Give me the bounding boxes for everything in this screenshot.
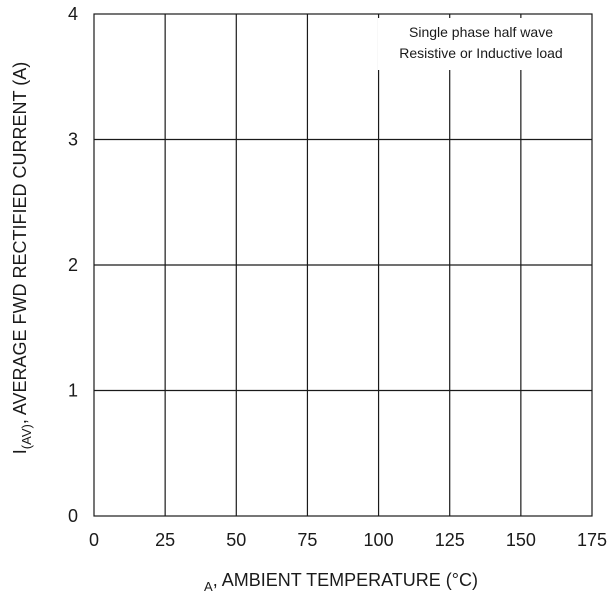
x-tick-label: 0 [89, 530, 99, 550]
y-axis-label-subscript: (AV) [19, 424, 34, 449]
y-axis-label-prefix: I [10, 449, 30, 454]
plot-frame [93, 13, 593, 517]
x-tick-label: 25 [155, 530, 175, 550]
y-tick-label: 1 [68, 381, 78, 401]
y-tick-label: 3 [68, 130, 78, 150]
annotation-line-2: Resistive or Inductive load [399, 45, 562, 61]
y-tick-label: 4 [68, 4, 78, 24]
y-tick-labels: 0 1 2 3 4 [68, 4, 78, 526]
x-tick-label: 75 [297, 530, 317, 550]
annotation-background [378, 18, 586, 70]
x-axis-label: A, AMBIENT TEMPERATURE (°C) [204, 570, 478, 594]
y-axis-label-text: , AVERAGE FWD RECTIFIED CURRENT (A) [10, 62, 30, 424]
grid [94, 14, 592, 516]
annotation-line-1: Single phase half wave [409, 24, 553, 40]
x-tick-label: 150 [506, 530, 536, 550]
plot-border [93, 13, 593, 517]
x-tick-label: 100 [364, 530, 394, 550]
x-axis-label-subscript: A [204, 579, 213, 594]
y-tick-label: 2 [68, 255, 78, 275]
x-tick-label: 50 [226, 530, 246, 550]
x-tick-label: 175 [577, 530, 607, 550]
y-tick-label: 0 [68, 506, 78, 526]
x-tick-label: 125 [435, 530, 465, 550]
y-axis-label: I(AV), AVERAGE FWD RECTIFIED CURRENT (A) [10, 62, 34, 454]
x-axis-label-text: , AMBIENT TEMPERATURE (°C) [213, 570, 478, 590]
x-tick-labels: 0 25 50 75 100 125 150 175 [89, 530, 607, 550]
